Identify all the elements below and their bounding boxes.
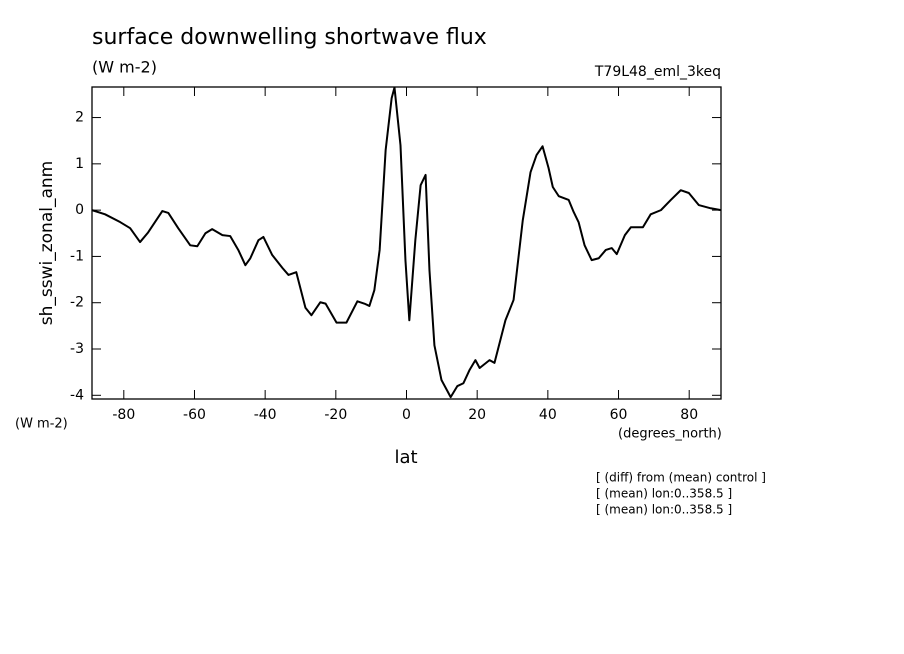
x-tick-label: -20: [324, 407, 347, 423]
x-axis-label: lat: [394, 447, 417, 468]
x-tick-label: -60: [183, 407, 206, 423]
y-tick-label: -1: [70, 248, 84, 264]
y-tick-label: -2: [70, 295, 84, 311]
y-tick-label: -3: [70, 341, 84, 357]
y-tick-label: 0: [75, 202, 84, 218]
x-tick-label: 40: [539, 407, 557, 423]
y-tick-label: 2: [75, 110, 84, 126]
x-tick-label: -80: [112, 407, 135, 423]
chart-subtitle: (W m-2): [92, 58, 157, 77]
note: [ (diff) from (mean) control ]: [596, 471, 766, 485]
y-tick-label: 1: [75, 156, 84, 172]
run-label: T79L48_eml_3keq: [594, 64, 721, 80]
note: [ (mean) lon:0..358.5 ]: [596, 487, 732, 501]
x-tick-label: 0: [402, 407, 411, 423]
chart-title: surface downwelling shortwave flux: [92, 25, 487, 50]
x-units: (degrees_north): [618, 427, 722, 442]
x-tick-label: -40: [254, 407, 277, 423]
y-units: (W m-2): [15, 417, 68, 432]
plot-frame: [91, 86, 722, 400]
y-tick-label: -4: [70, 387, 84, 403]
data-line: [91, 86, 722, 399]
x-tick-label: 60: [610, 407, 628, 423]
x-tick-label: 80: [680, 407, 698, 423]
note: [ (mean) lon:0..358.5 ]: [596, 503, 732, 517]
x-tick-label: 20: [468, 407, 486, 423]
y-axis-label: sh_sswi_zonal_anm: [37, 161, 57, 325]
